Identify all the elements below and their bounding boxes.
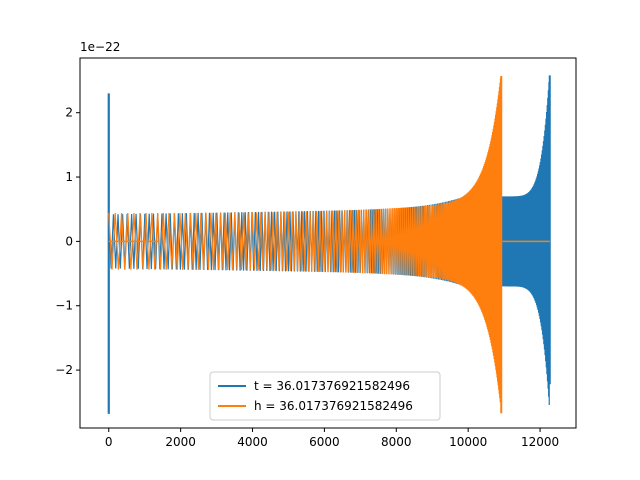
x-tick-label: 4000 — [237, 435, 268, 449]
legend-entry: h = 36.017376921582496 — [254, 399, 413, 413]
legend-entry: t = 36.017376921582496 — [254, 379, 410, 393]
y-tick-label: −2 — [55, 363, 73, 377]
x-tick-label: 10000 — [449, 435, 487, 449]
x-tick-label: 2000 — [165, 435, 196, 449]
y-tick-label: 2 — [65, 106, 73, 120]
legend-box — [209, 371, 441, 421]
series-h-oscillation — [108, 78, 502, 403]
x-tick-label: 6000 — [309, 435, 340, 449]
x-axis: 0 2000 4000 6000 8000 10000 12000 — [105, 428, 559, 449]
x-tick-label: 8000 — [381, 435, 412, 449]
series-layer — [107, 75, 551, 414]
y-tick-label: −1 — [55, 299, 73, 313]
y-tick-label: 0 — [65, 234, 73, 248]
legend: t = 36.017376921582496 h = 36.01737692158… — [209, 371, 441, 421]
x-tick-label: 12000 — [521, 435, 559, 449]
y-axis: −2 −1 0 1 2 — [55, 106, 80, 377]
y-tick-label: 1 — [65, 170, 73, 184]
y-offset-label: 1e−22 — [80, 40, 120, 54]
plot-frame — [79, 57, 577, 429]
x-tick-label: 0 — [105, 435, 113, 449]
